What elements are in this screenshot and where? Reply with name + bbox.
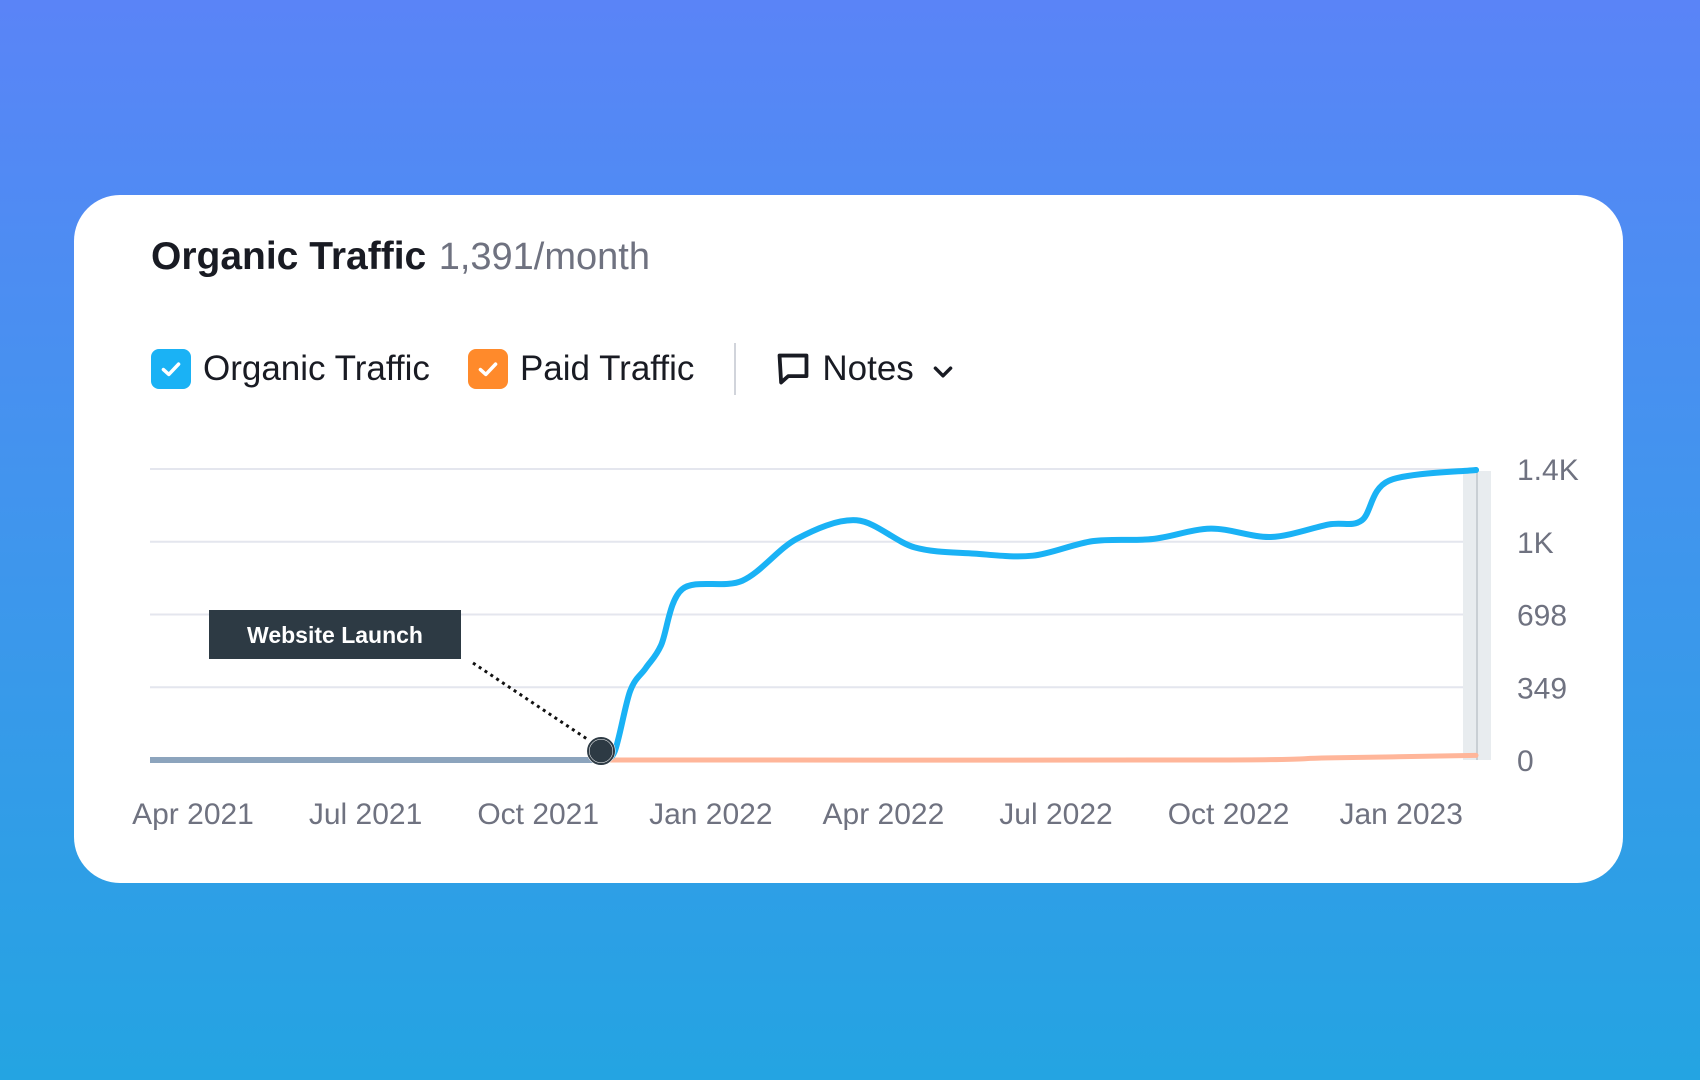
x-tick-label: Oct 2022 [1168, 798, 1290, 831]
y-tick-label: 1.4K [1517, 454, 1579, 487]
annotation-connector [472, 661, 588, 741]
legend-label-paid: Paid Traffic [519, 349, 695, 388]
comment-icon [774, 350, 812, 388]
notes-dropdown-button[interactable]: Notes [774, 349, 955, 389]
legend-item-organic-traffic[interactable]: Organic Traffic [151, 349, 430, 389]
y-tick-label: 0 [1517, 745, 1534, 778]
legend-item-paid-traffic[interactable]: Paid Traffic [467, 349, 695, 389]
x-tick-label: Jan 2022 [649, 798, 772, 831]
series-point-latest [1473, 467, 1479, 474]
organic-traffic-checkbox[interactable] [151, 349, 191, 389]
checkmark-icon [478, 362, 498, 377]
y-tick-label: 349 [1517, 672, 1567, 705]
legend: Organic Traffic Paid Traffic Notes [151, 343, 956, 395]
x-tick-label: Apr 2022 [823, 798, 945, 831]
notes-label: Notes [822, 349, 914, 388]
y-tick-label: 1K [1517, 527, 1554, 560]
legend-divider [734, 343, 737, 395]
legend-label-organic: Organic Traffic [203, 349, 430, 388]
paid-traffic-checkbox[interactable] [467, 349, 508, 389]
checkmark-icon [161, 362, 181, 377]
x-tick-label: Jan 2023 [1339, 798, 1462, 831]
series-line-organic-traffic [598, 467, 1479, 763]
chevron-down-icon [914, 353, 956, 385]
traffic-card: Organic Traffic 1,391/month Organic Traf… [74, 195, 1623, 883]
annotation-box[interactable] [209, 610, 461, 659]
x-tick-label: Jul 2022 [999, 798, 1112, 831]
card-header: Organic Traffic 1,391/month [151, 235, 650, 279]
annotation-marker-ring [587, 737, 616, 765]
x-tick-label: Jul 2021 [309, 798, 422, 831]
series-line-paid-traffic [598, 752, 1479, 763]
x-tick-label: Apr 2021 [132, 798, 254, 831]
x-tick-label: Oct 2021 [477, 798, 599, 831]
card-title: Organic Traffic [151, 235, 427, 278]
y-tick-label: 698 [1517, 600, 1567, 633]
monthly-traffic-value: 1,391/month [438, 236, 650, 278]
annotation-label: Website Launch [247, 622, 423, 648]
